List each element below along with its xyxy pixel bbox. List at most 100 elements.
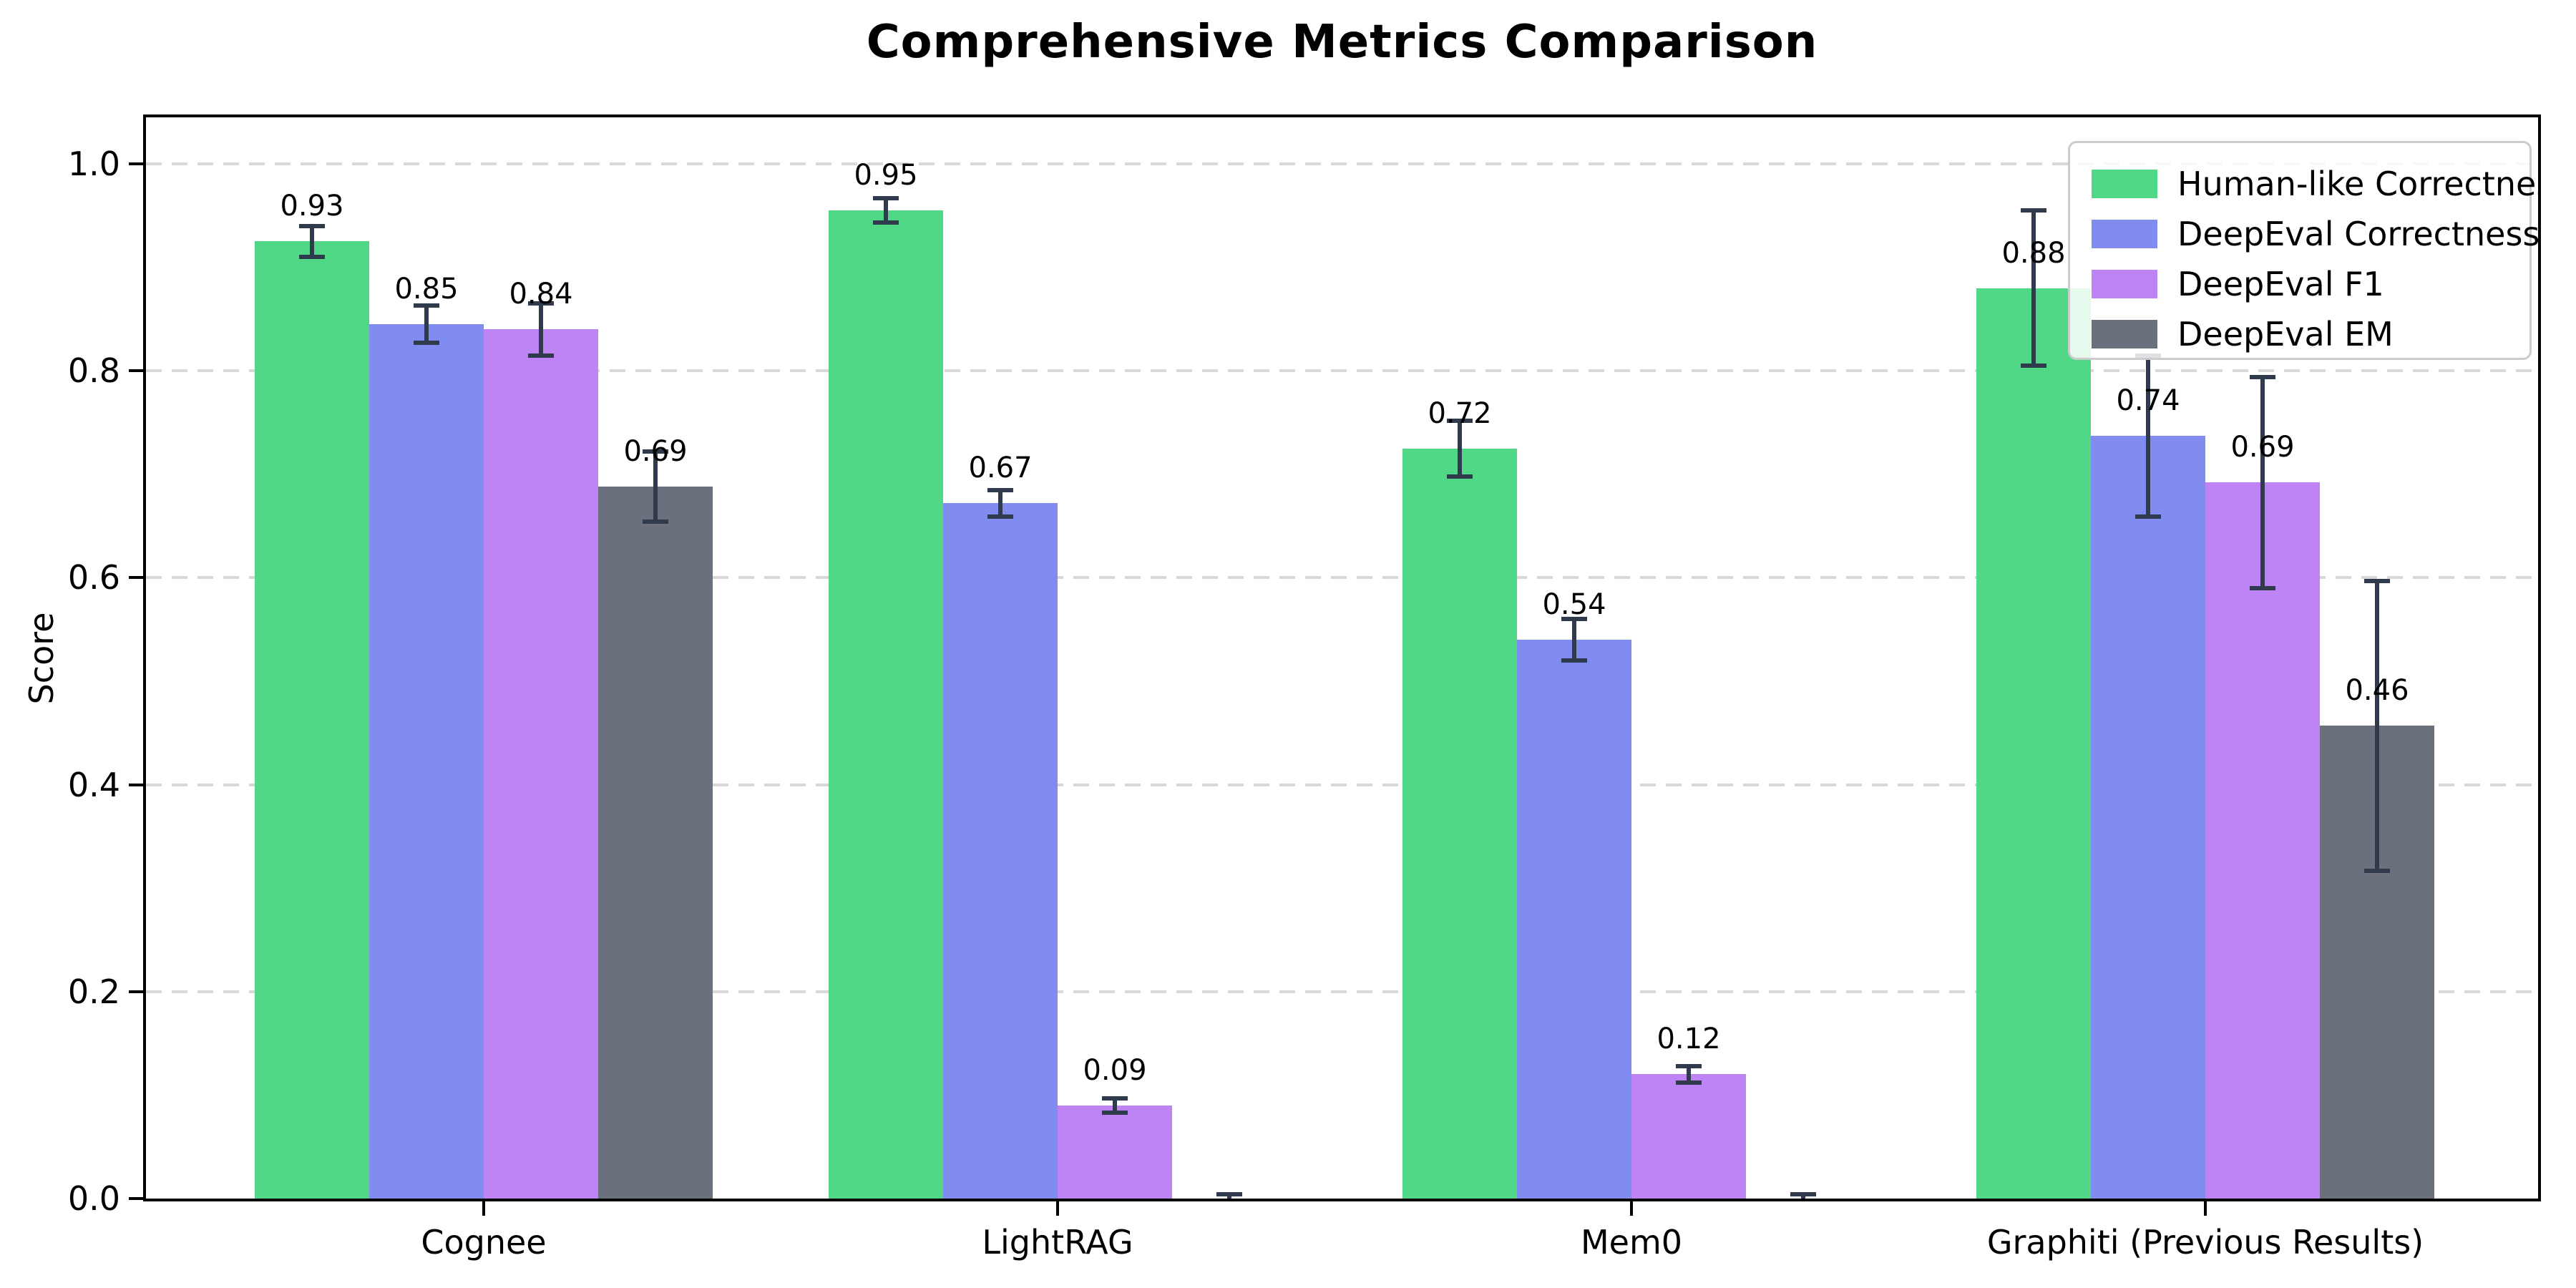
y-axis-label: Score xyxy=(22,612,61,705)
legend-item: DeepEval F1 xyxy=(2092,262,2529,306)
y-tick-mark xyxy=(129,1197,143,1200)
gridline xyxy=(146,576,2538,580)
y-tick-mark xyxy=(129,162,143,165)
x-tick-mark xyxy=(2204,1201,2207,1216)
error-bar-cap xyxy=(1447,474,1473,479)
error-bar-cap xyxy=(873,220,899,225)
error-bar-line xyxy=(1113,1098,1117,1113)
error-bar-line xyxy=(884,197,888,223)
gridline xyxy=(146,990,2538,993)
bar xyxy=(829,210,943,1199)
error-bar-cap xyxy=(2250,374,2275,379)
bar-value-label: 0.95 xyxy=(854,159,918,192)
y-tick-label: 1.0 xyxy=(67,145,120,183)
error-bar-line xyxy=(2375,580,2379,871)
x-tick-mark xyxy=(482,1201,485,1216)
legend-swatch-blue xyxy=(2092,220,2157,248)
legend-item: Human-like Correctness xyxy=(2092,162,2538,206)
bar xyxy=(369,324,484,1199)
error-bar-cap xyxy=(2135,514,2161,519)
error-bar-line xyxy=(1458,420,1462,477)
error-bar-cap xyxy=(1790,1192,1816,1197)
error-bar-cap xyxy=(1676,1063,1702,1068)
bar-value-label: 0.12 xyxy=(1657,1023,1721,1056)
legend-label: DeepEval EM xyxy=(2177,315,2394,353)
bar-value-label: 0.74 xyxy=(2116,384,2180,418)
error-bar-cap xyxy=(414,341,439,346)
bar xyxy=(598,487,713,1199)
bar-value-label: 0.67 xyxy=(968,452,1033,485)
error-bar-line xyxy=(2260,376,2265,588)
y-tick-mark xyxy=(129,783,143,786)
bar-value-label: 0.54 xyxy=(1542,588,1606,622)
legend-item: DeepEval EM xyxy=(2092,312,2529,356)
bar xyxy=(1976,288,2091,1199)
gridline xyxy=(146,369,2538,373)
bar-value-label: 0.93 xyxy=(280,190,344,223)
plot-canvas: 0.93 0.95 0.72 0.88 0.85 0.67 0.54 0.74 0.84 0.09… xyxy=(146,117,2538,1199)
y-tick-mark xyxy=(129,369,143,373)
error-bar-cap xyxy=(1102,1110,1128,1115)
error-bar-line xyxy=(539,303,543,356)
error-bar-cap xyxy=(528,301,554,306)
gridline xyxy=(146,162,2538,165)
bar xyxy=(1402,448,1517,1199)
legend-swatch-purple xyxy=(2092,270,2157,298)
error-bar-cap xyxy=(414,303,439,308)
error-bar-cap xyxy=(643,519,668,525)
legend-label: DeepEval Correctness xyxy=(2177,215,2540,253)
error-bar-cap xyxy=(299,255,325,260)
error-bar-cap xyxy=(1447,418,1473,423)
bar xyxy=(484,329,598,1199)
y-tick-label: 0.2 xyxy=(67,972,120,1011)
error-bar-cap xyxy=(2021,208,2046,213)
y-tick-mark xyxy=(129,990,143,993)
error-bar-cap xyxy=(1561,617,1587,622)
y-tick-label: 0.4 xyxy=(67,765,120,804)
error-bar-cap xyxy=(528,353,554,358)
error-bar-line xyxy=(1687,1065,1691,1083)
x-tick-label: Cognee xyxy=(421,1223,547,1262)
plot-area: 0.93 0.95 0.72 0.88 0.85 0.67 0.54 0.74 0.84 0.09… xyxy=(143,114,2541,1201)
x-tick-label: Mem0 xyxy=(1580,1223,1683,1262)
y-tick-label: 0.6 xyxy=(67,558,120,597)
legend-item: DeepEval Correctness xyxy=(2092,212,2538,256)
bar-value-label: 0.85 xyxy=(394,273,459,306)
bar xyxy=(1058,1105,1172,1199)
chart-title: Comprehensive Metrics Comparison xyxy=(866,16,1818,69)
error-bar-cap xyxy=(987,514,1013,519)
bar-value-label: 0.69 xyxy=(623,435,688,469)
bar xyxy=(2091,436,2205,1199)
bar xyxy=(1631,1074,1746,1199)
error-bar-line xyxy=(2031,210,2036,366)
gridline xyxy=(146,783,2538,786)
error-bar-cap xyxy=(2364,868,2390,873)
x-tick-mark xyxy=(1630,1201,1633,1216)
x-tick-label: Graphiti (Previous Results) xyxy=(1986,1223,2424,1262)
bar-value-label: 0.46 xyxy=(2345,674,2409,708)
x-tick-mark xyxy=(1056,1201,1059,1216)
x-tick-label: LightRAG xyxy=(982,1223,1133,1262)
error-bar-line xyxy=(998,489,1002,517)
bar xyxy=(1517,640,1631,1199)
error-bar-cap xyxy=(1676,1080,1702,1085)
error-bar-cap xyxy=(987,487,1013,492)
legend-swatch-gray xyxy=(2092,320,2157,348)
error-bar-line xyxy=(2146,355,2150,517)
error-bar-cap xyxy=(2021,363,2046,368)
y-tick-label: 0.0 xyxy=(67,1179,120,1218)
legend-label: DeepEval F1 xyxy=(2177,265,2384,303)
error-bar-line xyxy=(653,452,658,522)
error-bar-line xyxy=(310,225,314,258)
error-bar-cap xyxy=(873,195,899,200)
error-bar-cap xyxy=(299,223,325,228)
error-bar-cap xyxy=(1102,1096,1128,1101)
error-bar-cap xyxy=(1561,658,1587,663)
bar xyxy=(255,241,369,1199)
error-bar-cap xyxy=(1216,1192,1242,1197)
bar-value-label: 0.84 xyxy=(509,278,573,311)
bar xyxy=(2205,482,2320,1199)
y-tick-label: 0.8 xyxy=(67,351,120,391)
error-bar-line xyxy=(1572,619,1576,661)
bar-value-label: 0.88 xyxy=(2001,236,2066,270)
